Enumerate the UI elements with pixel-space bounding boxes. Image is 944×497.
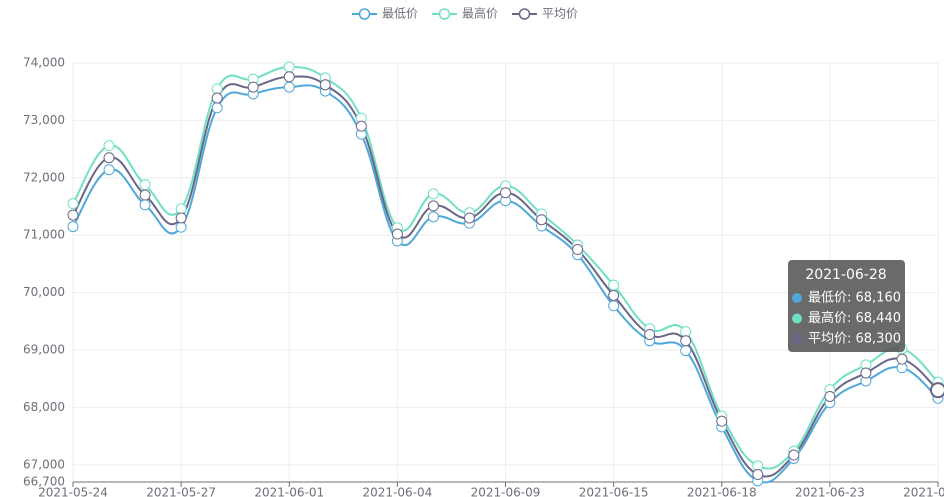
- point: [680, 326, 692, 338]
- point: [788, 449, 800, 461]
- point: [355, 120, 367, 132]
- y-tick-label: 71,000: [23, 228, 65, 242]
- point: [67, 221, 79, 233]
- point: [427, 200, 439, 212]
- point: [391, 228, 403, 240]
- tooltip: 2021-06-28 最低价: 68,160 最高价: 68,440 平均价: 68,…: [788, 260, 905, 352]
- tooltip-row: 最高价: 68,440: [808, 310, 901, 326]
- point: [680, 345, 692, 357]
- point: [283, 71, 295, 83]
- point: [139, 199, 151, 211]
- point: [463, 212, 475, 224]
- y-tick-label: 74,000: [23, 56, 65, 70]
- x-tick-label: 2021-06-04: [363, 486, 433, 497]
- legend-icon-dot: [438, 8, 451, 20]
- point: [211, 92, 223, 104]
- point: [67, 209, 79, 221]
- point: [427, 211, 439, 223]
- point: [716, 415, 728, 427]
- point: [608, 279, 620, 291]
- legend-icon-dot: [358, 8, 371, 20]
- tooltip-row: 平均价: 68,300: [808, 332, 901, 347]
- point: [247, 81, 259, 93]
- x-tick-label: 2021-06-09: [471, 486, 541, 497]
- x-tick-label: 2021-06-18: [687, 486, 757, 497]
- y-tick-label: 70,000: [23, 285, 65, 299]
- point: [175, 221, 187, 233]
- point: [211, 102, 223, 114]
- legend-icon-dot: [518, 8, 531, 20]
- x-tick-label: 2021-05-27: [146, 486, 216, 497]
- point: [175, 203, 187, 215]
- point: [896, 353, 908, 365]
- point: [67, 198, 79, 210]
- point: [103, 152, 115, 164]
- point: [103, 164, 115, 176]
- y-tick-label: 66,700: [23, 475, 65, 489]
- point: [752, 469, 764, 481]
- y-tick-label: 68,000: [23, 400, 65, 414]
- point: [572, 244, 584, 256]
- tooltip-dot: [792, 293, 802, 303]
- point: [860, 367, 872, 379]
- point: [427, 188, 439, 200]
- point: [319, 79, 331, 91]
- tooltip-title: 2021-06-28: [805, 267, 886, 283]
- tooltip-box: [788, 260, 905, 352]
- x-tick-label: 2021-06-23: [795, 486, 865, 497]
- x-tick-label: 2021-06-15: [579, 486, 649, 497]
- y-tick-label: 67,000: [23, 457, 65, 471]
- y-tick-label: 69,000: [23, 342, 65, 356]
- y-tick-label: 73,000: [23, 113, 65, 127]
- point: [608, 300, 620, 312]
- point: [680, 335, 692, 347]
- point: [283, 61, 295, 73]
- tooltip-row: 最低价: 68,160: [808, 291, 901, 306]
- legend-label: 平均价: [542, 7, 578, 21]
- point: [500, 187, 511, 199]
- legend-label: 最低价: [382, 7, 418, 21]
- point: [103, 140, 115, 152]
- tooltip-dot: [792, 334, 802, 344]
- tooltip-dot: [792, 313, 802, 324]
- legend-label: 最高价: [462, 6, 498, 21]
- point: [608, 289, 620, 301]
- point: [930, 382, 944, 399]
- y-tick-label: 72,000: [23, 170, 65, 184]
- point: [536, 214, 548, 226]
- point: [824, 390, 836, 402]
- point: [283, 81, 295, 93]
- legend: 最低价 最高价 平均价: [352, 6, 578, 21]
- point: [139, 179, 151, 191]
- point: [139, 189, 151, 201]
- x-tick-label: 2021-06-01: [254, 486, 324, 497]
- x-tick-label: 2021-06-28: [903, 486, 944, 497]
- point: [644, 328, 656, 340]
- point: [175, 212, 187, 224]
- point: [211, 83, 223, 95]
- x-tick-label: 2021-05-24: [38, 486, 108, 497]
